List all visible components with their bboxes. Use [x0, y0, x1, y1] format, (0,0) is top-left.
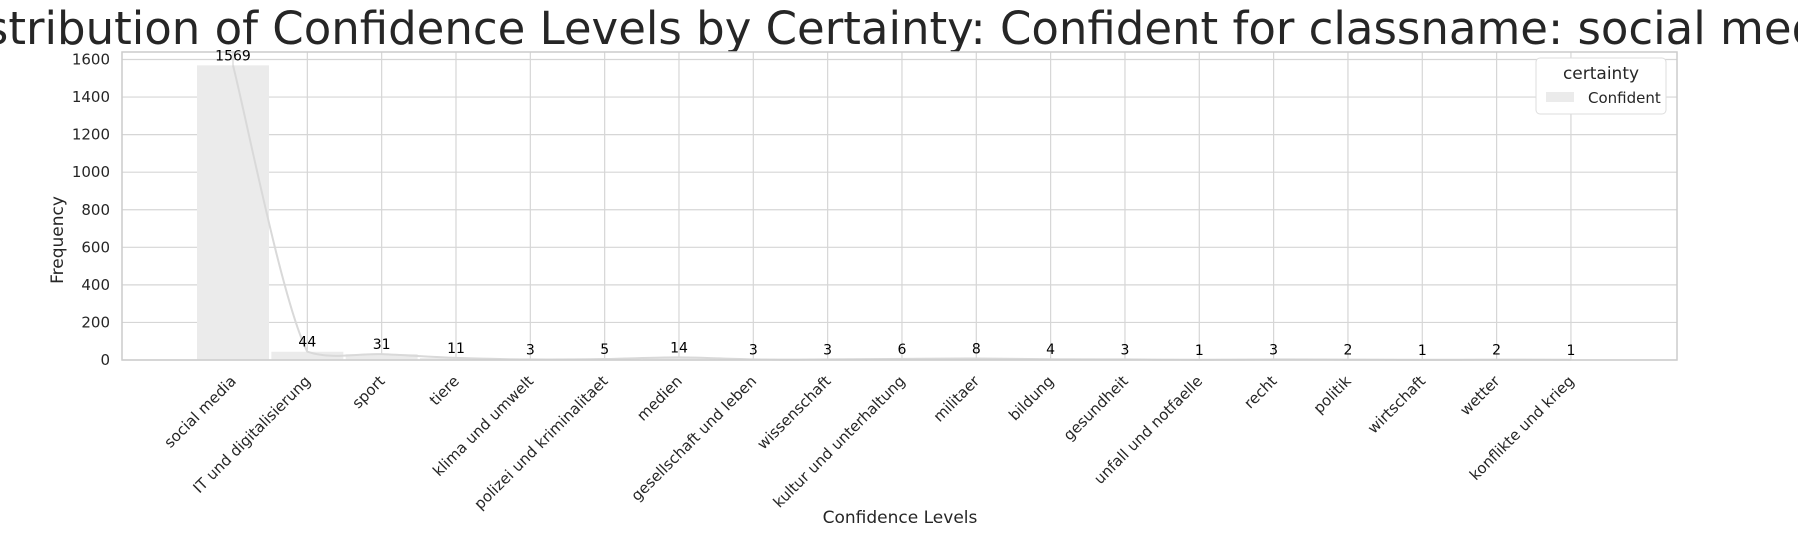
data-label: 4: [1046, 342, 1055, 358]
data-label: 3: [823, 342, 832, 358]
x-tick-label: wissenschaft: [754, 372, 835, 453]
bar: [197, 65, 269, 361]
data-label: 1: [1566, 343, 1575, 359]
x-tick-label: politik: [1310, 372, 1355, 417]
x-tick-label: medien: [633, 372, 686, 425]
bar: [271, 351, 344, 360]
data-label: 3: [1120, 342, 1129, 358]
bar: [419, 357, 492, 360]
data-label: 1569: [215, 48, 251, 64]
data-label: 6: [898, 342, 907, 358]
y-tick-label: 1600: [72, 51, 110, 69]
x-tick-label: militaer: [930, 372, 984, 426]
data-label: 3: [1269, 342, 1278, 358]
data-label: 1: [1418, 343, 1427, 359]
chart-title: Distribution of Confidence Levels by Cer…: [0, 2, 1798, 55]
y-tick-label: 0: [100, 351, 110, 369]
x-tick-label: recht: [1240, 372, 1280, 412]
data-label: 2: [1492, 343, 1501, 359]
x-tick-label: wirtschaft: [1364, 372, 1429, 437]
x-tick-label: gesellschaft und leben: [628, 372, 761, 505]
x-tick-label: kultur und unterhaltung: [770, 372, 909, 511]
x-tick-label: social media: [160, 372, 239, 451]
y-tick-label: 800: [81, 201, 110, 219]
y-tick-label: 1200: [72, 126, 110, 144]
plot-area: [122, 52, 1677, 360]
data-label: 3: [526, 342, 535, 358]
x-tick-label: wetter: [1456, 372, 1504, 420]
y-tick-label: 600: [81, 238, 110, 256]
bar: [345, 354, 418, 360]
legend: certainty Confident: [1535, 57, 1667, 115]
bars: [197, 65, 1607, 361]
y-axis-label: Frequency: [48, 196, 68, 284]
x-tick-label: sport: [348, 372, 388, 412]
plot-frame: [121, 51, 1678, 361]
x-tick-label: tiere: [426, 372, 463, 409]
y-tick-label: 1000: [72, 163, 110, 181]
data-label: 8: [972, 341, 981, 357]
data-label: 3: [749, 342, 758, 358]
data-label: 14: [670, 340, 688, 356]
bar: [642, 357, 715, 360]
data-label: 5: [600, 342, 609, 358]
x-tick-label: bildung: [1005, 372, 1057, 424]
legend-entry: Confident: [1588, 89, 1661, 107]
x-tick-label: polizei und kriminalitaet: [470, 372, 611, 513]
grid: [122, 52, 1677, 361]
legend-swatch: [1546, 92, 1574, 102]
x-tick-label: gesundheit: [1060, 372, 1132, 444]
data-label: 31: [373, 337, 391, 353]
legend-title: certainty: [1563, 64, 1639, 84]
y-tick-label: 400: [81, 276, 110, 294]
data-label: 11: [447, 341, 465, 357]
data-label: 1: [1195, 343, 1204, 359]
y-tick-label: 200: [81, 313, 110, 331]
data-label: 2: [1343, 343, 1352, 359]
y-tick-label: 1400: [72, 88, 110, 106]
data-label: 44: [298, 335, 316, 351]
y-tick-labels: 0 200 400 600 800 1000 1200 1400 1600: [72, 51, 110, 369]
x-axis-label: Confidence Levels: [823, 508, 978, 528]
